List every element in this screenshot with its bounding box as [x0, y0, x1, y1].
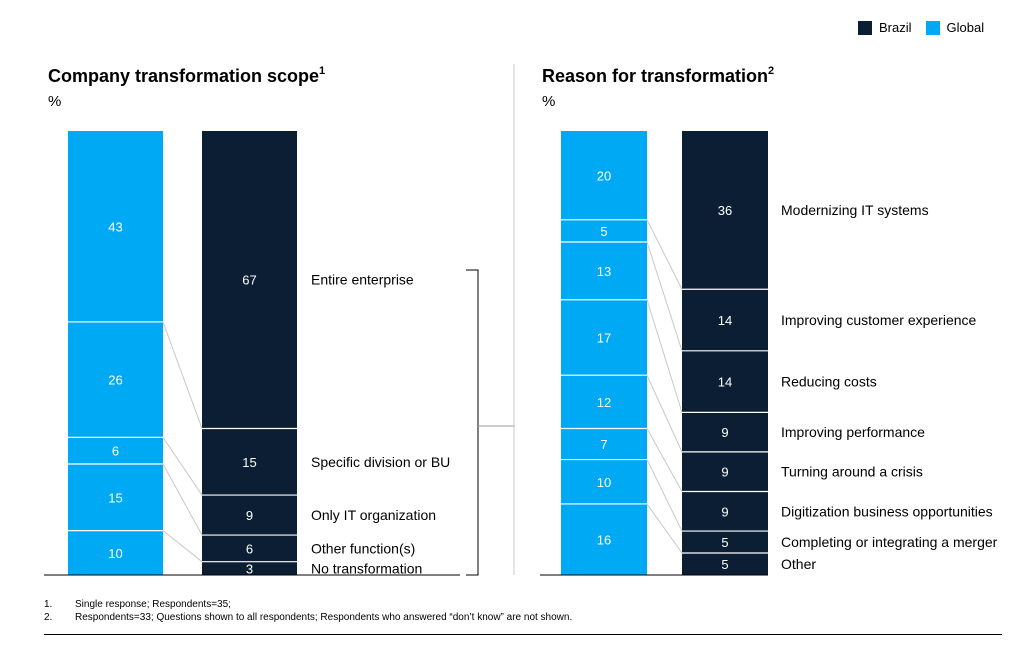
p1-bar-global-only-it-organization [68, 437, 163, 464]
p1-bar-brazil-entire-enterprise [202, 131, 297, 429]
p1-value-global-specific-division-or-bu: 26 [108, 373, 122, 388]
p2-value-global-improving-customer-experience: 5 [600, 224, 607, 239]
p2-bar-global-other [561, 503, 647, 575]
p2-bar-brazil-reducing-costs [682, 350, 768, 413]
footnote-1-number: 1. [44, 599, 53, 610]
p1-value-brazil-only-it-organization: 9 [246, 508, 253, 523]
p1-connector-line [162, 463, 203, 536]
legend-swatch-brazil [858, 20, 872, 35]
p2-connector-line [646, 503, 683, 554]
p2-bar-brazil-digitization-business-opportunities [682, 491, 768, 532]
p1-category-label-other-function-s: Other function(s) [311, 540, 415, 556]
panel-unit-scope: % [48, 93, 62, 110]
p1-value-global-no-transformation: 10 [108, 546, 122, 561]
p2-category-label-modernizing-it-systems: Modernizing IT systems [781, 202, 929, 218]
p1-connector-line [162, 321, 203, 429]
p1-bar-global-specific-division-or-bu [68, 321, 163, 438]
panel-title-reason-text: Reason for transformation [542, 66, 769, 86]
p2-value-global-modernizing-it-systems: 20 [597, 168, 611, 183]
p1-value-global-entire-enterprise: 43 [108, 219, 122, 234]
p1-category-label-specific-division-or-bu: Specific division or BU [311, 454, 450, 470]
p2-value-brazil-turning-around-a-crisis: 9 [721, 465, 728, 480]
p2-category-label-other: Other [781, 556, 816, 572]
p2-value-global-completing-or-integrating-a-merger: 10 [597, 475, 611, 490]
p2-value-global-improving-performance: 17 [597, 330, 611, 345]
p1-category-label-only-it-organization: Only IT organization [311, 507, 436, 523]
p2-bar-global-improving-customer-experience [561, 219, 647, 242]
legend-swatch-global [925, 20, 940, 35]
p2-category-label-improving-performance: Improving performance [781, 424, 925, 440]
p2-bar-global-completing-or-integrating-a-merger [561, 459, 647, 504]
footnote-1: 1. Single response; Respondents=35; [44, 599, 231, 610]
p2-bar-brazil-improving-performance [682, 412, 768, 452]
p2-bar-brazil-turning-around-a-crisis [682, 451, 768, 492]
p2-bar-global-turning-around-a-crisis [561, 375, 647, 429]
p1-value-brazil-no-transformation: 3 [246, 561, 253, 576]
p2-value-brazil-improving-customer-experience: 14 [718, 313, 732, 328]
p2-bar-global-modernizing-it-systems [561, 131, 647, 220]
p2-value-brazil-modernizing-it-systems: 36 [718, 203, 732, 218]
p2-connector-line [646, 299, 683, 413]
p2-category-label-completing-or-integrating-a-merger: Completing or integrating a merger [781, 534, 998, 550]
p2-category-label-turning-around-a-crisis: Turning around a crisis [781, 464, 923, 480]
p2-value-brazil-improving-performance: 9 [721, 425, 728, 440]
p2-value-brazil-other: 5 [721, 557, 728, 572]
panel-title-reason-footnote-ref: 2 [768, 65, 775, 77]
p2-bar-brazil-completing-or-integrating-a-merger [682, 531, 768, 554]
p1-category-label-no-transformation: No transformation [311, 560, 422, 576]
p2-bar-global-improving-performance [561, 299, 647, 376]
p2-value-global-digitization-business-opportunities: 7 [600, 437, 607, 452]
p1-value-brazil-specific-division-or-bu: 15 [242, 455, 256, 470]
footnote-2: 2. Respondents=33; Questions shown to all… [44, 612, 572, 623]
p2-bar-brazil-improving-customer-experience [682, 289, 768, 351]
p1-bar-brazil-specific-division-or-bu [202, 428, 297, 496]
p1-bar-brazil-no-transformation [202, 561, 297, 575]
legend-label-global: Global [946, 20, 985, 35]
panel-unit-reason: % [542, 93, 556, 110]
p2-value-global-turning-around-a-crisis: 12 [597, 395, 611, 410]
p1-bar-brazil-only-it-organization [202, 495, 297, 536]
p2-connector-line [646, 241, 683, 351]
p2-category-label-reducing-costs: Reducing costs [781, 374, 877, 390]
p1-bar-global-no-transformation [68, 530, 163, 575]
p2-value-global-other: 16 [597, 532, 611, 547]
p2-bar-brazil-modernizing-it-systems [682, 131, 768, 290]
p1-bracket [466, 269, 479, 576]
p2-category-label-digitization-business-opportunities: Digitization business opportunities [781, 503, 993, 519]
p1-bar-brazil-other-function-s [202, 535, 297, 562]
p1-connector-line [162, 530, 203, 563]
p2-bar-global-digitization-business-opportunities [561, 428, 647, 460]
p2-value-brazil-digitization-business-opportunities: 9 [721, 504, 728, 519]
p2-category-label-improving-customer-experience: Improving customer experience [781, 312, 977, 328]
panel-title-scope: Company transformation scope1 [48, 65, 326, 87]
panel-title-reason: Reason for transformation2 [542, 65, 775, 87]
p1-bar-global-other-function-s [68, 464, 163, 531]
panel-title-scope-footnote-ref: 1 [319, 65, 326, 77]
p2-value-brazil-reducing-costs: 14 [718, 375, 732, 390]
p1-value-global-only-it-organization: 6 [112, 444, 119, 459]
p2-bar-brazil-other [682, 553, 768, 575]
p2-connector-line [646, 219, 683, 290]
p1-value-brazil-other-function-s: 6 [246, 541, 253, 556]
p2-bar-global-reducing-costs [561, 242, 647, 300]
footnote-1-text: Single response; Respondents=35; [75, 599, 231, 610]
legend: Brazil Global [858, 20, 998, 35]
footer-rule [44, 634, 1002, 635]
p1-value-global-other-function-s: 15 [108, 490, 122, 505]
p1-value-brazil-entire-enterprise: 67 [242, 273, 256, 288]
footnote-2-number: 2. [44, 612, 53, 623]
panel-title-scope-text: Company transformation scope [48, 66, 320, 86]
p2-connector-line [646, 428, 683, 492]
footnote-2-text: Respondents=33; Questions shown to all r… [75, 612, 573, 623]
p1-category-label-entire-enterprise: Entire enterprise [311, 272, 414, 288]
legend-label-brazil: Brazil [879, 20, 912, 35]
p1-connector-line [162, 437, 203, 496]
p2-connector-line [646, 459, 683, 532]
p2-value-brazil-completing-or-integrating-a-merger: 5 [721, 535, 728, 550]
p1-bar-global-entire-enterprise [68, 131, 163, 322]
p2-value-global-reducing-costs: 13 [597, 264, 611, 279]
p2-connector-line [646, 374, 683, 453]
